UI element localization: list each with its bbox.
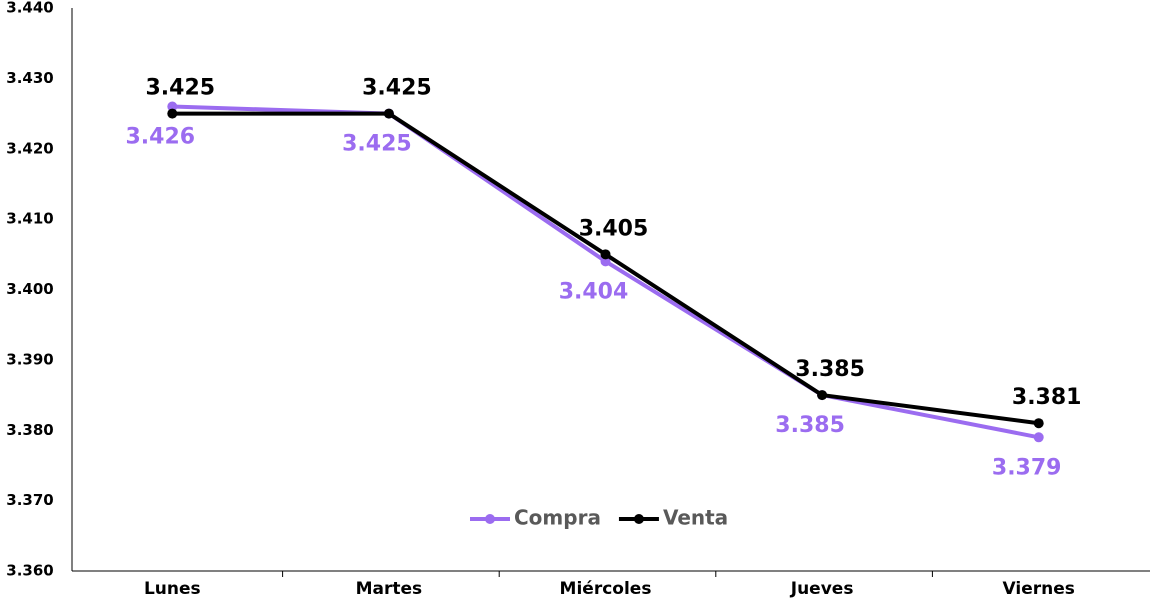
data-label: 3.379 (992, 455, 1062, 480)
point (383, 108, 394, 119)
y-tick-label: 3.370 (6, 491, 53, 509)
legend-label: Compra (514, 506, 601, 530)
x-tick-label: Lunes (144, 579, 201, 599)
x-tick-label: Jueves (790, 579, 854, 599)
y-tick-label: 3.360 (6, 562, 53, 580)
series-line (172, 104, 1040, 440)
x-tick-label: Viernes (1003, 579, 1075, 599)
data-label: 3.385 (795, 357, 865, 382)
point (1033, 418, 1044, 429)
data-label: 3.426 (126, 125, 196, 150)
point (600, 256, 611, 267)
data-label: 3.404 (559, 279, 629, 304)
data-label: 3.425 (146, 76, 216, 101)
point (167, 108, 178, 119)
y-tick-label: 3.410 (6, 210, 53, 228)
legend-label: Venta (663, 506, 728, 530)
y-tick-label: 3.400 (6, 280, 53, 298)
point (167, 101, 178, 112)
point (1033, 432, 1044, 443)
data-label: 3.405 (579, 216, 649, 241)
y-tick-label: 3.430 (6, 69, 53, 87)
point (817, 390, 828, 401)
y-tick-label: 3.440 (6, 0, 53, 17)
data-label: 3.425 (362, 76, 432, 101)
data-label: 3.385 (775, 413, 845, 438)
legend-marker (633, 514, 644, 524)
y-tick-label: 3.420 (6, 139, 53, 157)
x-tick-label: Miércoles (560, 579, 652, 599)
data-label: 3.381 (1012, 385, 1082, 410)
data-label: 3.425 (342, 132, 412, 157)
x-tick-label: Martes (356, 579, 423, 599)
point (600, 249, 611, 260)
y-tick-label: 3.380 (6, 421, 53, 439)
y-tick-label: 3.390 (6, 350, 53, 368)
series-line (172, 111, 1039, 426)
legend-marker (485, 514, 495, 524)
